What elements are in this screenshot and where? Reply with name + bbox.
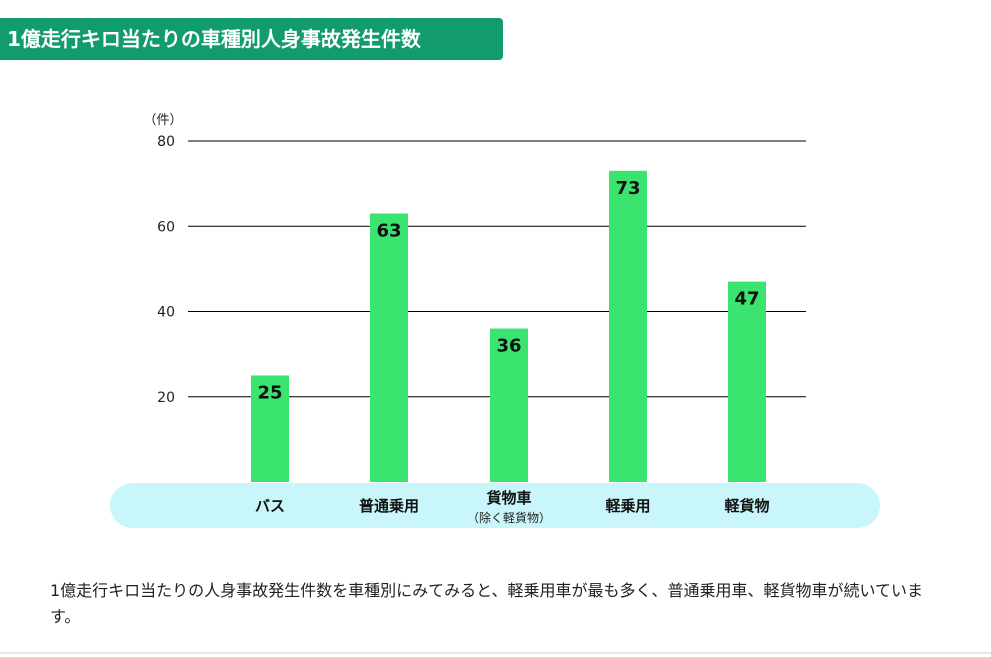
category-labels: バス 普通乗用 貨物車 （除く軽貨物） 軽乗用 軽貨物	[255, 489, 770, 525]
y-axis-unit-label: （件）	[143, 113, 182, 128]
category-sublabel-3: （除く軽貨物）	[467, 510, 551, 525]
category-label-1: バス	[255, 497, 285, 515]
value-labels: 25 63 36 73 47	[257, 178, 759, 404]
category-label-3: 貨物車	[486, 489, 531, 507]
y-tick-label-20: 20	[157, 390, 175, 406]
bar-4	[609, 170, 647, 482]
bar-5	[728, 281, 766, 482]
y-tick-label-80: 80	[157, 134, 175, 150]
chart-title-banner: 1億走行キロ当たりの車種別人身事故発生件数	[0, 18, 503, 60]
category-label-4: 軽乗用	[605, 497, 650, 515]
bar-1	[251, 375, 289, 482]
y-tick-label-60: 60	[157, 219, 175, 235]
bar-value-label-3: 36	[496, 336, 521, 357]
category-label-5: 軽貨物	[724, 497, 769, 515]
bottom-divider	[0, 652, 991, 654]
bar-value-label-5: 47	[734, 289, 759, 310]
category-band	[110, 483, 880, 528]
bar-value-label-2: 63	[376, 220, 401, 241]
category-label-2: 普通乗用	[359, 497, 419, 515]
bars	[251, 170, 766, 482]
bar-value-label-1: 25	[257, 382, 282, 403]
y-tick-label-40: 40	[157, 305, 175, 321]
gridlines	[188, 140, 806, 398]
bar-3	[490, 328, 528, 482]
bar-value-label-4: 73	[615, 178, 640, 199]
bar-2	[370, 213, 408, 482]
chart-caption: 1億走行キロ当たりの人身事故発生件数を車種別にみてみると、軽乗用車が最も多く、普…	[50, 581, 924, 626]
bar-chart: 20 40 60 80 （件） 25 63 36 73 47 バス 普通乗用 貨物車 （除く軽貨物）…	[110, 113, 880, 528]
y-axis-ticks: 20 40 60 80	[157, 134, 175, 406]
